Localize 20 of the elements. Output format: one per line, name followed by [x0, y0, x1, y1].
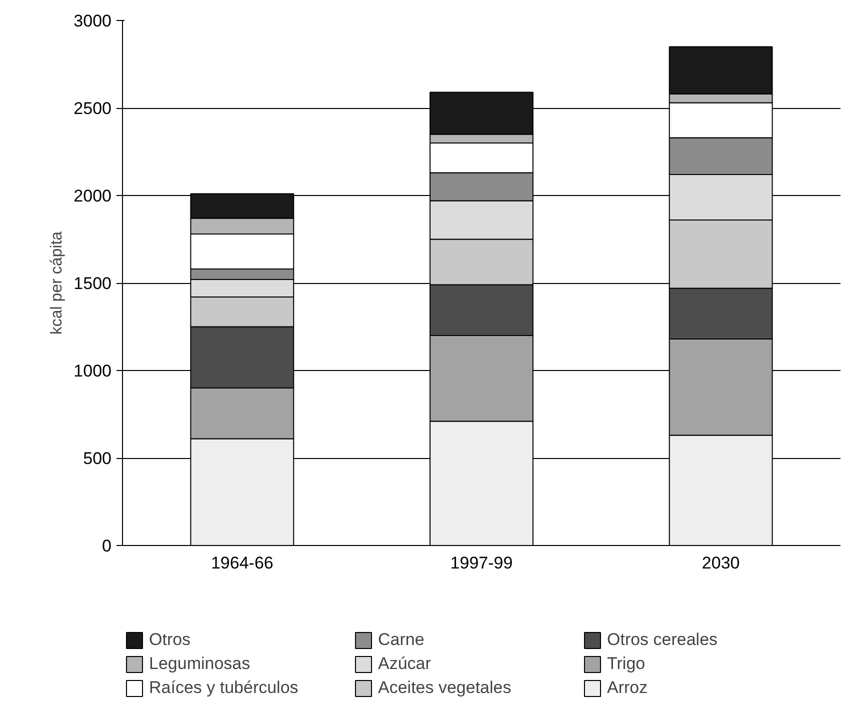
legend-label: Trigo	[607, 654, 646, 674]
y-tick-label: 1000	[74, 362, 112, 380]
y-tick-label: 500	[83, 449, 112, 468]
y-tick-label: 0	[102, 536, 112, 556]
legend-label: Leguminosas	[149, 654, 252, 674]
x-tick-label: 1964-66	[210, 554, 274, 572]
x-tick-label: 1997-99	[450, 554, 513, 572]
legend-label: Otros cereales	[607, 630, 719, 650]
legend-label: Raíces y tubérculos	[149, 678, 300, 698]
legend-label: Arroz	[607, 678, 649, 698]
legend-label: Otros	[149, 630, 192, 650]
y-tick-label: 1500	[74, 274, 112, 293]
y-tick-label: 3000	[74, 12, 112, 30]
x-tick-label: 2030	[702, 554, 740, 572]
y-tick-label: 2000	[74, 186, 112, 206]
y-axis-title: kcal per cápita	[48, 231, 66, 335]
legend-label: Aceites vegetales	[378, 678, 512, 698]
legend-label: Carne	[378, 630, 426, 650]
legend-label: Azúcar	[378, 654, 432, 674]
y-tick-label: 2500	[74, 99, 112, 118]
